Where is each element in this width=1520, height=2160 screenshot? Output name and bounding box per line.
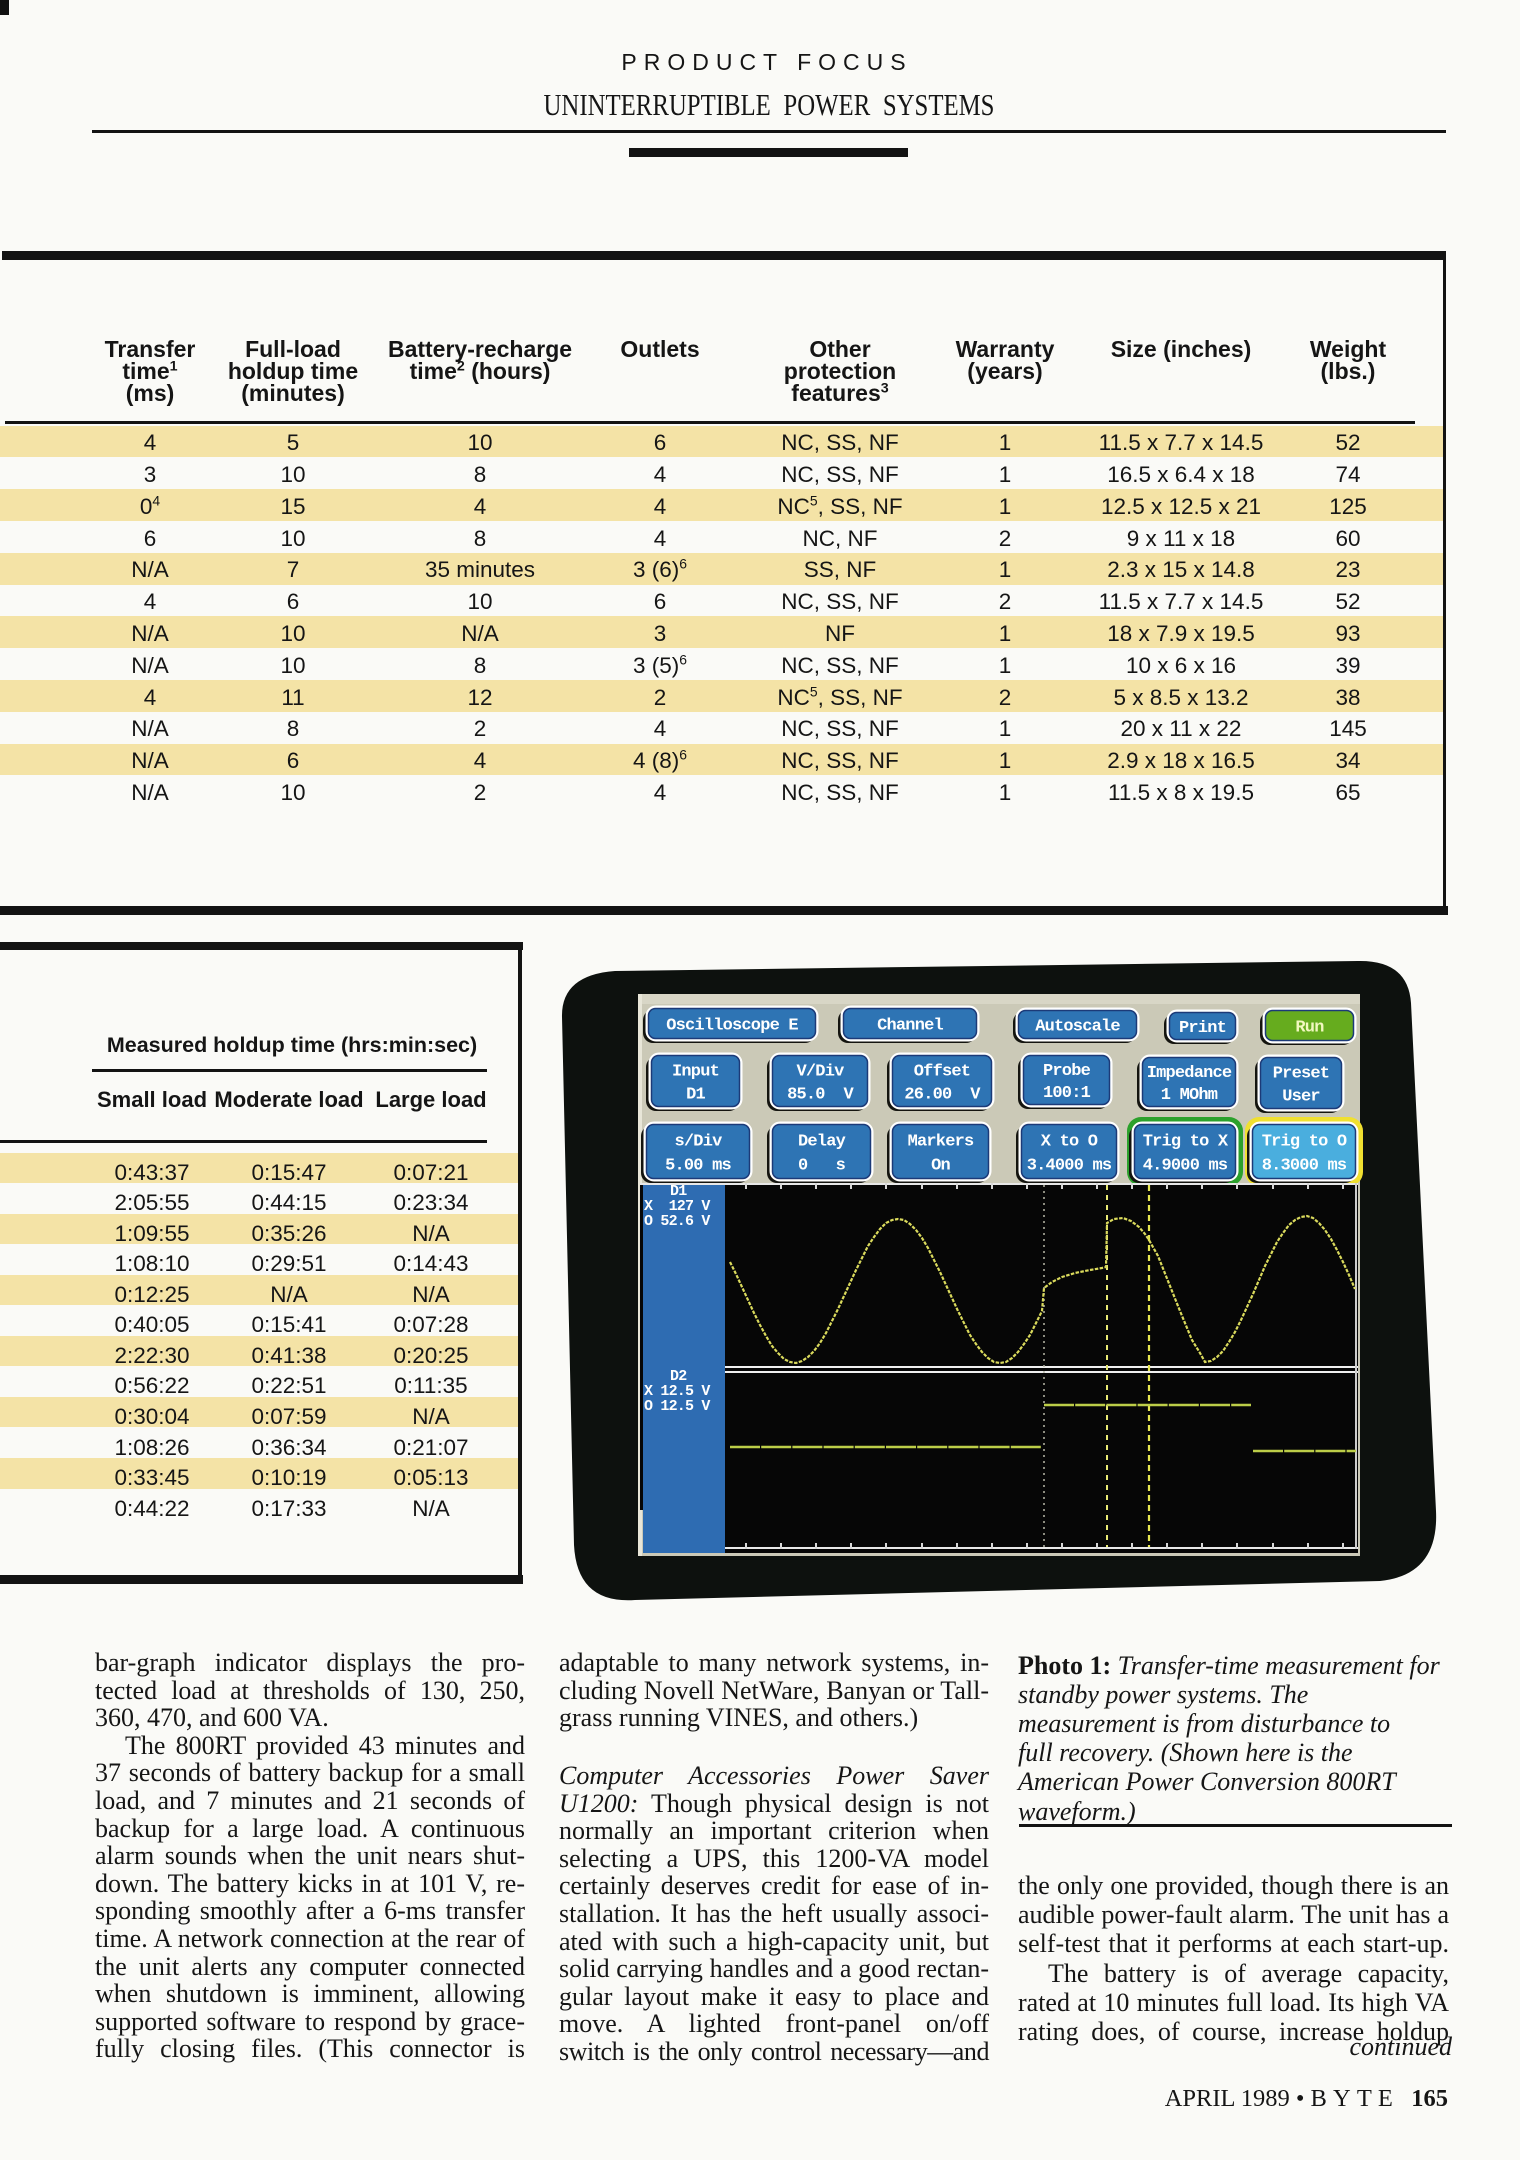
svg-text:Impedance: Impedance xyxy=(1147,1064,1232,1083)
svg-text:5.00 ms: 5.00 ms xyxy=(665,1157,731,1176)
svg-text:User: User xyxy=(1282,1087,1320,1106)
svg-text:D1: D1 xyxy=(686,1085,705,1104)
svg-text:Preset: Preset xyxy=(1273,1065,1329,1084)
svg-text:Markers: Markers xyxy=(908,1132,974,1151)
svg-text:X to O: X to O xyxy=(1041,1132,1098,1151)
svg-text:4.9000 ms: 4.9000 ms xyxy=(1143,1157,1228,1176)
svg-text:Offset: Offset xyxy=(914,1063,970,1082)
svg-text:Autoscale: Autoscale xyxy=(1035,1018,1120,1037)
svg-text:D1: D1 xyxy=(670,1183,687,1200)
svg-text:X 127 V: X 127 V xyxy=(644,1198,710,1215)
svg-text:100:1: 100:1 xyxy=(1043,1084,1091,1103)
svg-text:O 12.5 V: O 12.5 V xyxy=(644,1398,710,1415)
svg-text:1 MOhm: 1 MOhm xyxy=(1161,1086,1218,1105)
svg-text:Oscilloscope E: Oscilloscope E xyxy=(666,1017,798,1036)
svg-text:Input: Input xyxy=(672,1063,719,1082)
svg-text:Print: Print xyxy=(1179,1019,1226,1038)
svg-text:Trig to X: Trig to X xyxy=(1143,1132,1229,1151)
svg-text:V/Div: V/Div xyxy=(796,1063,844,1082)
svg-text:Trig to O: Trig to O xyxy=(1262,1132,1347,1151)
svg-text:On: On xyxy=(931,1157,950,1176)
svg-text:26.00 V: 26.00 V xyxy=(904,1085,981,1104)
svg-text:Probe: Probe xyxy=(1043,1062,1091,1081)
svg-text:3.4000 ms: 3.4000 ms xyxy=(1027,1157,1112,1176)
svg-text:O 52.6 V: O 52.6 V xyxy=(644,1213,710,1230)
svg-text:85.0 V: 85.0 V xyxy=(787,1085,854,1104)
svg-text:Run: Run xyxy=(1295,1019,1324,1038)
svg-text:0 s: 0 s xyxy=(798,1157,846,1176)
svg-text:s/Div: s/Div xyxy=(674,1132,722,1151)
svg-text:Channel: Channel xyxy=(877,1017,943,1036)
svg-text:X 12.5 V: X 12.5 V xyxy=(644,1383,710,1400)
svg-text:Delay: Delay xyxy=(798,1132,846,1151)
svg-text:D2: D2 xyxy=(670,1368,687,1385)
svg-text:8.3000 ms: 8.3000 ms xyxy=(1262,1157,1347,1176)
